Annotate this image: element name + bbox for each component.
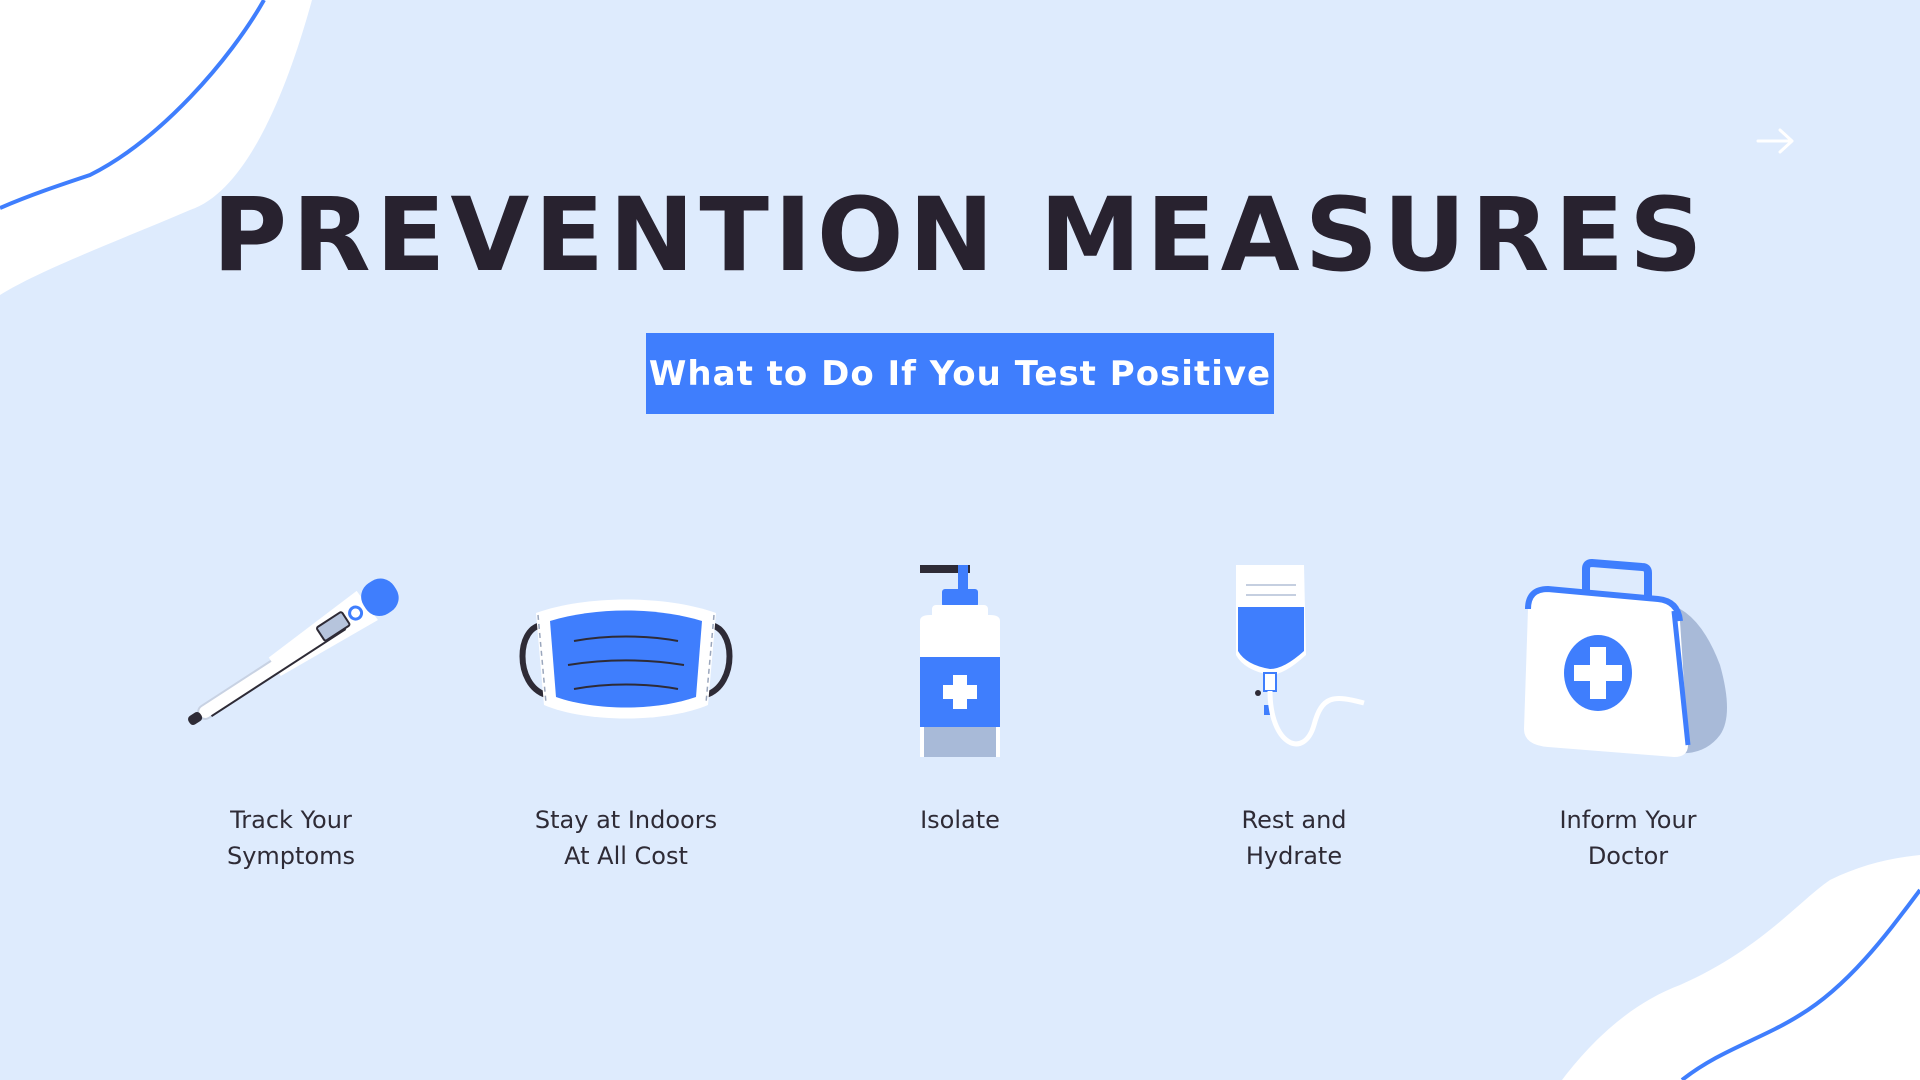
iv-drip-icon (1154, 545, 1434, 765)
first-aid-kit-icon (1488, 545, 1768, 765)
measure-label: Inform Your Doctor (1488, 802, 1768, 874)
thermometer-icon (151, 545, 431, 765)
subtitle-banner: What to Do If You Test Positive (646, 333, 1274, 414)
page-title: PREVENTION MEASURES (0, 176, 1920, 296)
measure-label: Stay at Indoors At All Cost (486, 802, 766, 874)
measure-rest-hydrate: Rest and Hydrate (1154, 545, 1434, 874)
measure-track-symptoms: Track Your Symptoms (151, 545, 431, 874)
next-arrow-icon[interactable] (1756, 126, 1796, 156)
face-mask-icon (486, 545, 766, 765)
measure-label: Track Your Symptoms (151, 802, 431, 874)
measure-inform-doctor: Inform Your Doctor (1488, 545, 1768, 874)
sanitizer-bottle-icon (820, 545, 1100, 765)
measure-stay-indoors: Stay at Indoors At All Cost (486, 545, 766, 874)
measure-label: Isolate (820, 802, 1100, 838)
measure-label: Rest and Hydrate (1154, 802, 1434, 874)
measure-isolate: Isolate (820, 545, 1100, 838)
